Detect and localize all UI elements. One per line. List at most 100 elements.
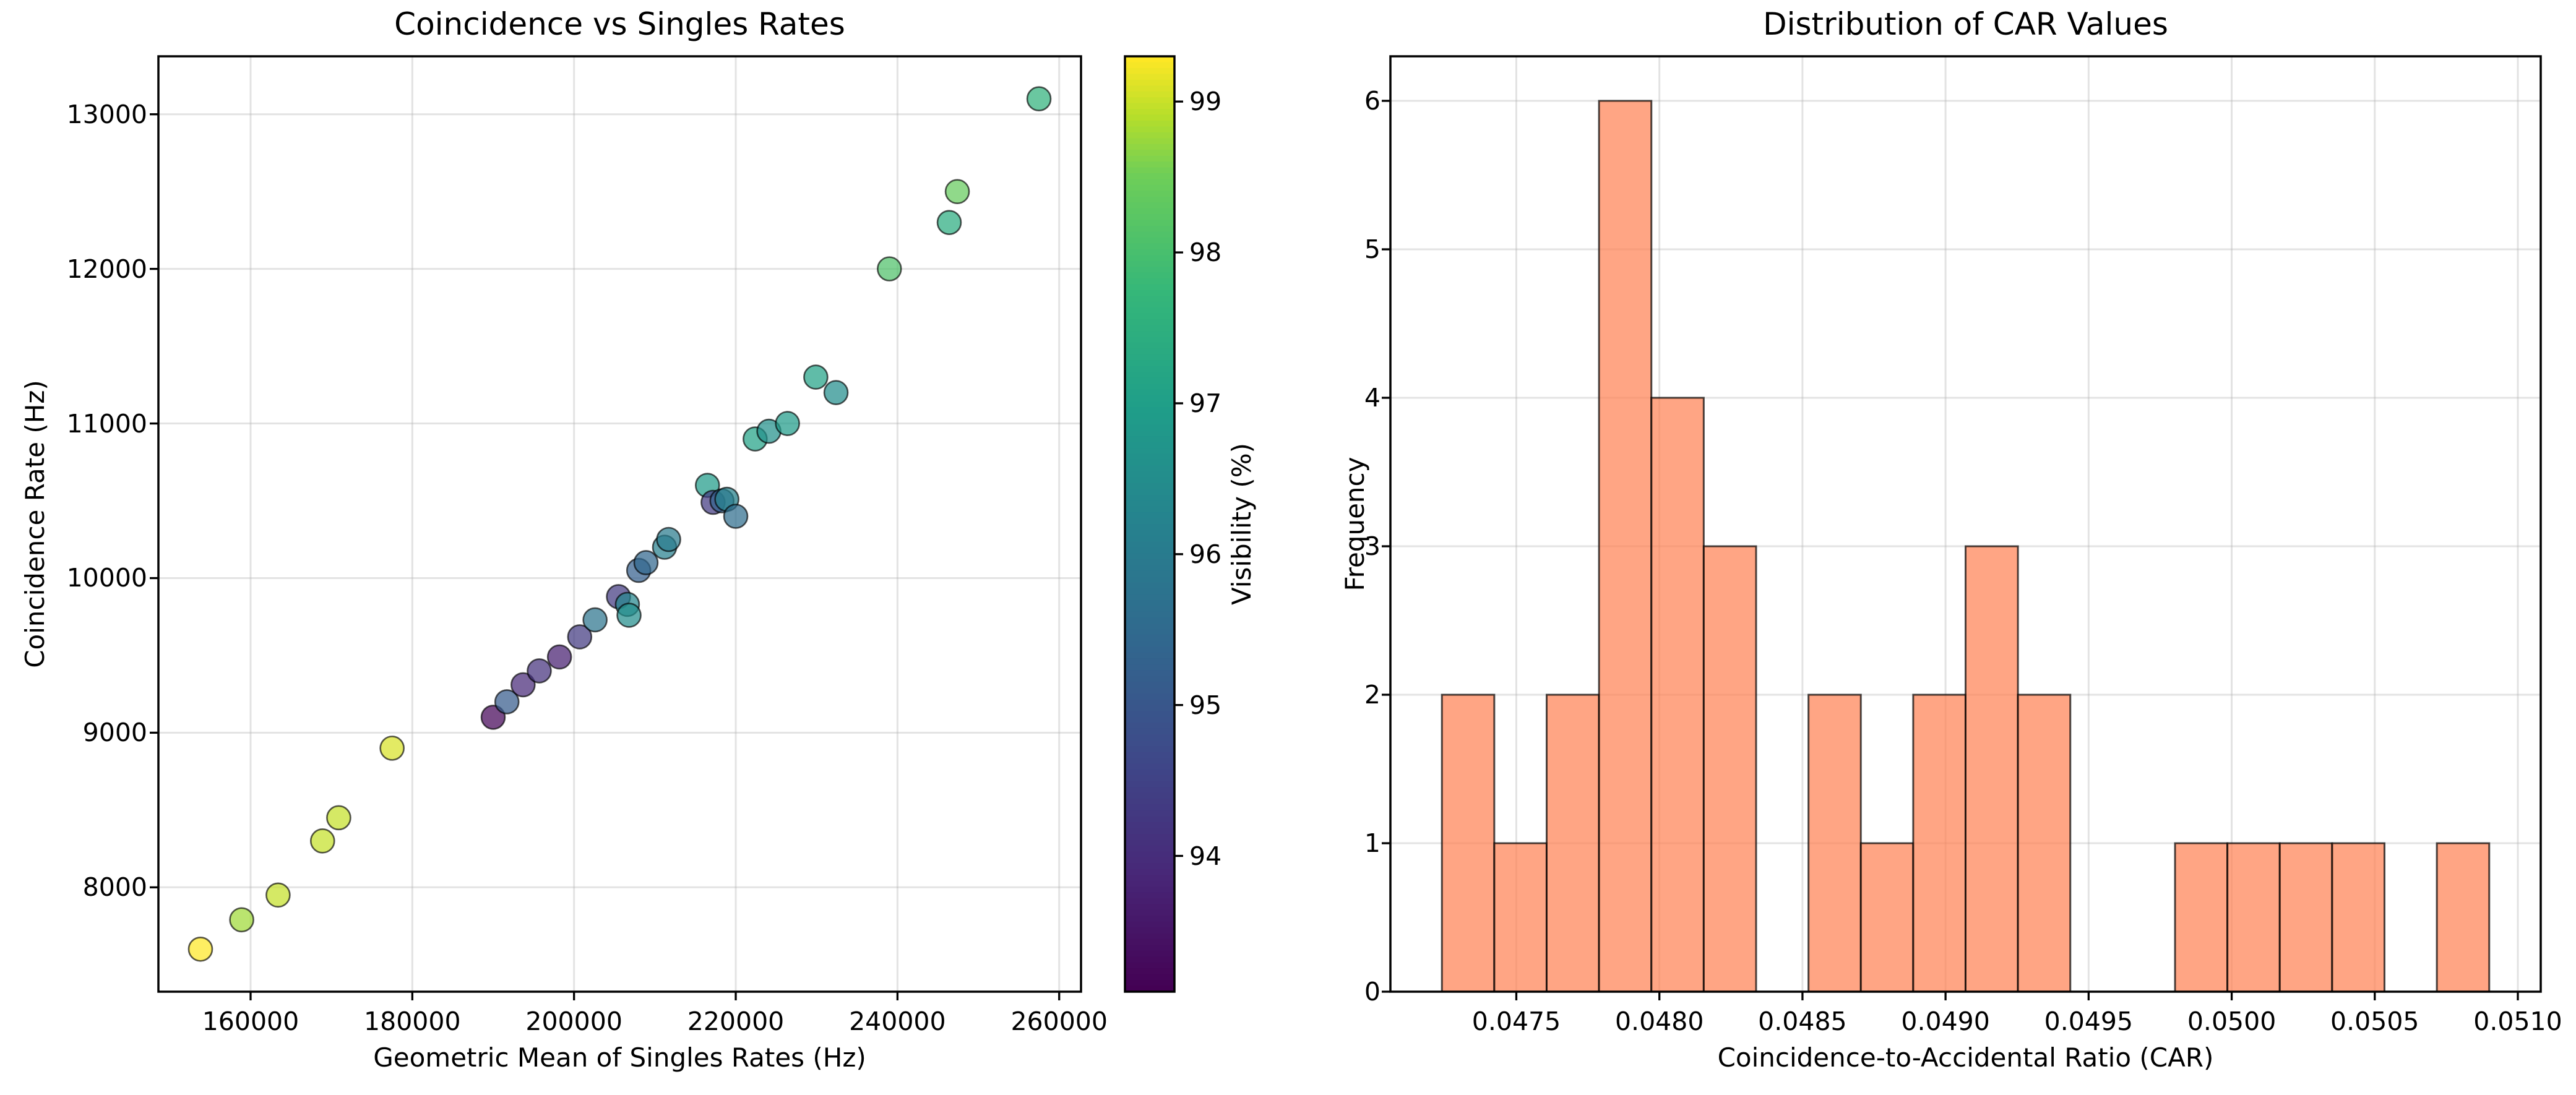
histogram-y-tick-label: 5: [1364, 234, 1381, 264]
scatter-point: [936, 210, 962, 235]
colorbar-gradient-segment: [1125, 746, 1174, 753]
colorbar-gradient-segment: [1125, 804, 1174, 812]
colorbar-gradient-segment: [1125, 489, 1174, 496]
colorbar-gradient-segment: [1125, 541, 1174, 548]
colorbar-gradient-segment: [1125, 109, 1174, 116]
colorbar-gradient-segment: [1125, 97, 1174, 104]
scatter-point: [1026, 86, 1052, 112]
colorbar-gradient-segment: [1125, 483, 1174, 490]
colorbar-gradient-segment: [1125, 810, 1174, 817]
colorbar-gradient-segment: [1125, 904, 1174, 911]
colorbar-gradient-segment: [1125, 652, 1174, 659]
histogram-y-tick-label: 2: [1364, 680, 1381, 710]
histogram-bars: [1441, 100, 2491, 993]
histogram-x-tick-label: 0.0510: [2473, 1007, 2562, 1036]
colorbar-gradient-segment: [1125, 524, 1174, 531]
colorbar-gradient-segment: [1125, 892, 1174, 899]
colorbar-gradient-segment: [1125, 711, 1174, 718]
colorbar-gradient-segment: [1125, 471, 1174, 478]
histogram-bar: [2278, 842, 2333, 993]
colorbar-gradient-segment: [1125, 413, 1174, 420]
colorbar-gradient-segment: [1125, 384, 1174, 390]
colorbar-gradient-segment: [1125, 307, 1174, 314]
colorbar-gradient-segment: [1125, 909, 1174, 917]
colorbar-gradient-segment: [1125, 670, 1174, 677]
scatter-x-tick-label: 180000: [364, 1007, 461, 1036]
colorbar-gradient-segment: [1125, 921, 1174, 929]
colorbar-gradient-segment: [1125, 740, 1174, 747]
scatter-point: [877, 256, 902, 281]
colorbar-gradient-segment: [1125, 389, 1174, 397]
scatter-point: [582, 607, 608, 633]
histogram-bar: [1912, 694, 1966, 993]
colorbar-gradient-segment: [1125, 833, 1174, 841]
colorbar-gradient-segment: [1125, 822, 1174, 829]
histogram-xlabel: Coincidence-to-Accidental Ratio (CAR): [1717, 1042, 2214, 1073]
histogram-bar: [1493, 842, 1548, 993]
scatter-point: [823, 380, 849, 405]
colorbar-tick-label: 95: [1189, 690, 1222, 720]
colorbar-gradient-segment: [1125, 56, 1174, 63]
colorbar-gradient-segment: [1125, 290, 1174, 297]
colorbar-gradient-segment: [1125, 611, 1174, 619]
colorbar-gradient-segment: [1125, 191, 1174, 197]
histogram-bar: [1807, 694, 1862, 993]
colorbar-gradient-segment: [1125, 728, 1174, 736]
histogram-bar: [1545, 694, 1600, 993]
scatter-x-tick-label: 200000: [525, 1007, 622, 1036]
colorbar-gradient-segment: [1125, 699, 1174, 706]
colorbar-gradient-segment: [1125, 144, 1174, 151]
histogram-bar: [1598, 100, 1653, 993]
colorbar-gradient-segment: [1125, 243, 1174, 251]
colorbar-gradient-segment: [1125, 272, 1174, 280]
colorbar-gradient-segment: [1125, 448, 1174, 455]
colorbar-gradient-segment: [1125, 372, 1174, 379]
colorbar-gradient-segment: [1125, 354, 1174, 361]
colorbar-gradient-segment: [1125, 301, 1174, 309]
colorbar-gradient-segment: [1125, 599, 1174, 607]
histogram-x-tick-label: 0.0500: [2187, 1007, 2277, 1036]
colorbar-tick-label: 94: [1189, 841, 1222, 871]
colorbar-gradient-segment: [1125, 477, 1174, 484]
colorbar-gradient-segment: [1125, 161, 1174, 168]
colorbar-gradient-segment: [1125, 85, 1174, 92]
colorbar-gradient-segment: [1125, 828, 1174, 835]
colorbar-gradient-segment: [1125, 184, 1174, 192]
histogram-bar: [2436, 842, 2491, 993]
colorbar-gradient-segment: [1125, 535, 1174, 543]
colorbar-gradient-segment: [1125, 886, 1174, 893]
histogram-y-tick-label: 6: [1364, 86, 1381, 116]
scatter-title: Coincidence vs Singles Rates: [394, 6, 845, 42]
scatter-y-tick-label: 11000: [66, 408, 147, 439]
colorbar-gradient-segment: [1125, 623, 1174, 630]
colorbar-gradient-segment: [1125, 769, 1174, 776]
colorbar-gradient-segment: [1125, 716, 1174, 724]
colorbar-gradient-segment: [1125, 220, 1174, 227]
colorbar-gradient-segment: [1125, 430, 1174, 437]
colorbar-gradient-segment: [1125, 67, 1174, 75]
histogram-bar: [1441, 694, 1496, 993]
histogram-y-tick-label: 3: [1364, 531, 1381, 561]
colorbar-gradient-segment: [1125, 840, 1174, 846]
histogram-y-tick-label: 0: [1364, 977, 1381, 1007]
colorbar-gradient-segment: [1125, 945, 1174, 952]
scatter-point: [616, 603, 642, 628]
colorbar-gradient-segment: [1125, 682, 1174, 689]
colorbar-gradient-segment: [1125, 500, 1174, 507]
scatter-x-tick-label: 160000: [202, 1007, 299, 1036]
colorbar-gradient-segment: [1125, 792, 1174, 800]
scatter-y-tick-label: 13000: [66, 99, 147, 129]
colorbar-gradient-segment: [1125, 582, 1174, 590]
scatter-y-tick-label: 12000: [66, 254, 147, 284]
histogram-bar: [1965, 545, 2019, 993]
histogram-x-tick-label: 0.0480: [1614, 1007, 1704, 1036]
scatter-point: [775, 411, 800, 436]
histogram-bar: [2017, 694, 2072, 993]
colorbar-gradient-segment: [1125, 407, 1174, 414]
colorbar-gradient-segment: [1125, 296, 1174, 303]
histogram-x-tick-label: 0.0485: [1758, 1007, 1847, 1036]
colorbar-gradient-segment: [1125, 676, 1174, 683]
scatter-point: [379, 736, 405, 761]
colorbar-gradient-segment: [1125, 91, 1174, 98]
colorbar-gradient-segment: [1125, 202, 1174, 209]
